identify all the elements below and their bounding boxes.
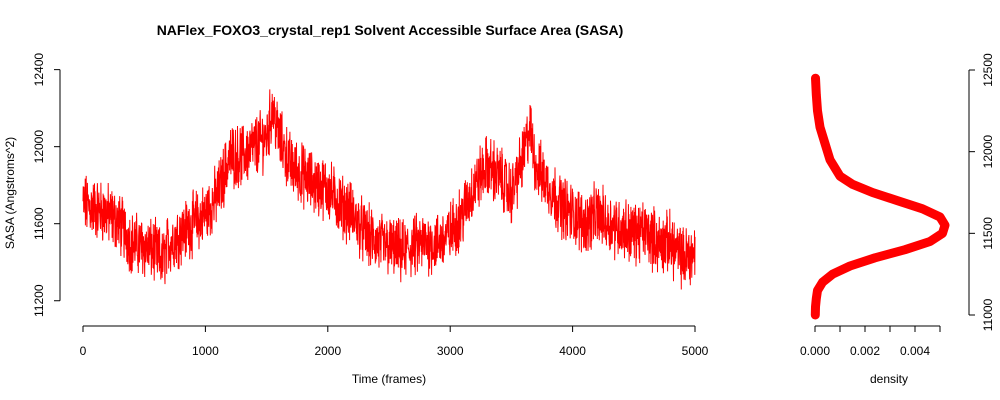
density-axes: 0.000 0.002 0.004 11000 11500 12000 12500: [800, 53, 995, 358]
x-tick-label-0: 0: [80, 344, 87, 358]
y-tick-label-2: 12000: [32, 130, 46, 164]
main-axes: 0 1000 2000 3000 4000 5000 11200 11600 12000 1240…: [32, 53, 709, 358]
main-series: [82, 89, 696, 290]
x-axis-label: Time (frames): [352, 372, 426, 386]
density-series: [810, 73, 950, 320]
density-y-tick-label-3: 12500: [981, 53, 995, 87]
density-series-line: [810, 73, 950, 320]
density-y-tick-label-2: 12000: [981, 135, 995, 169]
chart-title: NAFlex_FOXO3_crystal_rep1 Solvent Access…: [157, 22, 624, 38]
sasa-series-line: [82, 89, 696, 290]
x-tick-label-1: 1000: [192, 344, 219, 358]
density-x-tick-label-0: 0.000: [800, 344, 830, 358]
x-tick-label-2: 2000: [314, 344, 341, 358]
y-tick-label-0: 11200: [32, 284, 46, 317]
x-tick-label-5: 5000: [682, 344, 709, 358]
density-axis-label: density: [870, 372, 908, 386]
density-x-tick-label-1: 0.002: [850, 344, 880, 358]
y-tick-label-3: 12400: [32, 53, 46, 87]
x-tick-label-3: 3000: [437, 344, 464, 358]
density-x-tick-label-2: 0.004: [900, 344, 930, 358]
density-y-tick-label-0: 11000: [981, 298, 995, 331]
x-tick-label-4: 4000: [559, 344, 586, 358]
density-y-tick-label-1: 11500: [981, 217, 995, 250]
y-axis-label: SASA (Angstroms^2): [3, 137, 17, 249]
y-tick-label-1: 11600: [32, 207, 46, 240]
